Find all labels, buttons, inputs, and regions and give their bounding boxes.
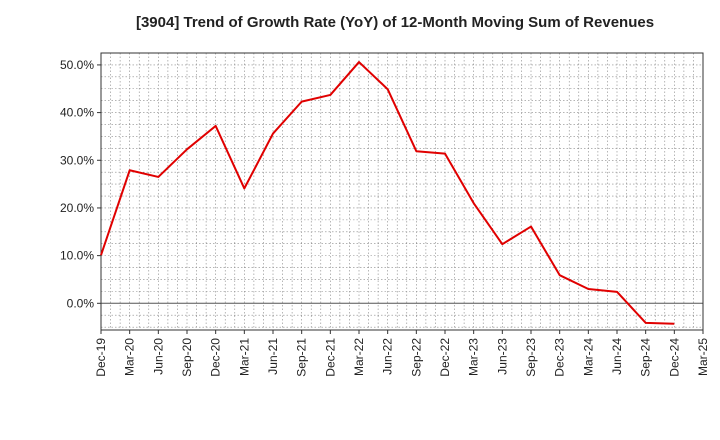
x-tick-label: Dec-20	[209, 338, 223, 377]
x-tick-label: Dec-21	[323, 338, 337, 377]
y-tick-label: 20.0%	[60, 201, 94, 215]
x-tick-label: Jun-23	[495, 338, 509, 375]
x-tick-label: Dec-22	[438, 338, 452, 377]
x-tick-label: Mar-21	[237, 338, 251, 376]
x-axis-ticks: Dec-19 Mar-20 Jun-20 Sep-20 Dec-20 Mar-21 Jun-…	[94, 330, 710, 377]
x-tick-label: Sep-24	[639, 338, 653, 377]
x-tick-label: Mar-22	[352, 338, 366, 376]
y-tick-label: 0.0%	[67, 296, 95, 310]
plot-border	[100, 52, 704, 331]
chart-title: [3904] Trend of Growth Rate (YoY) of 12-…	[135, 14, 655, 31]
x-tick-label: Sep-22	[409, 338, 423, 377]
x-tick-label: Jun-24	[610, 338, 624, 375]
x-tick-label: Dec-24	[667, 338, 681, 377]
x-tick-label: Mar-23	[467, 338, 481, 376]
x-tick-label: Mar-24	[581, 338, 595, 376]
x-tick-label: Jun-22	[381, 338, 395, 375]
series-layer	[100, 61, 675, 325]
x-tick-label: Dec-19	[94, 338, 108, 377]
x-tick-label: Sep-23	[524, 338, 538, 377]
y-axis-ticks: 0.0% 10.0% 20.0% 30.0% 40.0% 50.0%	[60, 58, 101, 310]
x-tick-label: Mar-25	[696, 338, 710, 376]
x-tick-label: Dec-23	[553, 338, 567, 377]
x-tick-label: Mar-20	[123, 338, 137, 376]
series-line	[100, 61, 675, 325]
x-tick-label: Jun-21	[266, 338, 280, 375]
y-tick-label: 10.0%	[60, 249, 94, 263]
y-tick-label: 50.0%	[60, 58, 94, 72]
x-tick-label: Jun-20	[151, 338, 165, 375]
y-tick-label: 40.0%	[60, 106, 94, 120]
x-tick-label: Sep-21	[295, 338, 309, 377]
grid-lines	[101, 52, 703, 330]
y-tick-label: 30.0%	[60, 153, 94, 167]
x-tick-label: Sep-20	[180, 338, 194, 377]
